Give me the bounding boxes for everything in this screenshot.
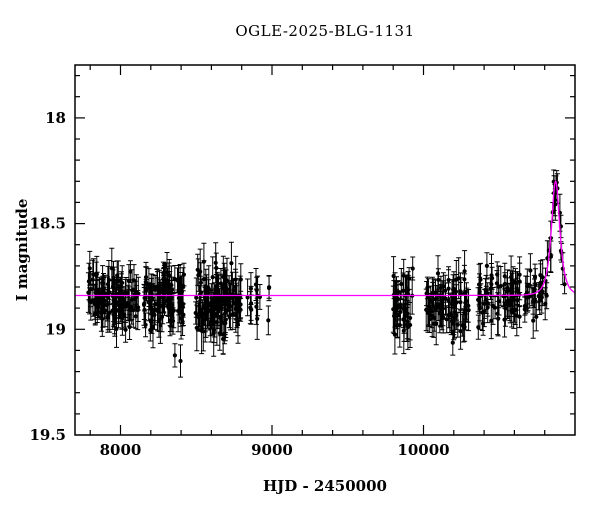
data-points — [85, 169, 568, 378]
x-axis-label: HJD - 2450000 — [262, 477, 387, 495]
svg-text:18: 18 — [45, 109, 66, 127]
svg-text:18.5: 18.5 — [29, 215, 66, 233]
svg-text:10000: 10000 — [397, 441, 449, 459]
svg-text:9000: 9000 — [251, 441, 293, 459]
svg-text:8000: 8000 — [100, 441, 142, 459]
svg-text:19: 19 — [45, 320, 66, 338]
axis-ticks — [75, 65, 575, 435]
plot-frame — [74, 64, 576, 436]
tick-labels: 8000 9000 10000 18 18.5 19 19.5 — [29, 109, 449, 459]
svg-text:19.5: 19.5 — [29, 426, 66, 444]
model-curve — [75, 180, 575, 297]
chart-title: OGLE-2025-BLG-1131 — [235, 22, 415, 40]
